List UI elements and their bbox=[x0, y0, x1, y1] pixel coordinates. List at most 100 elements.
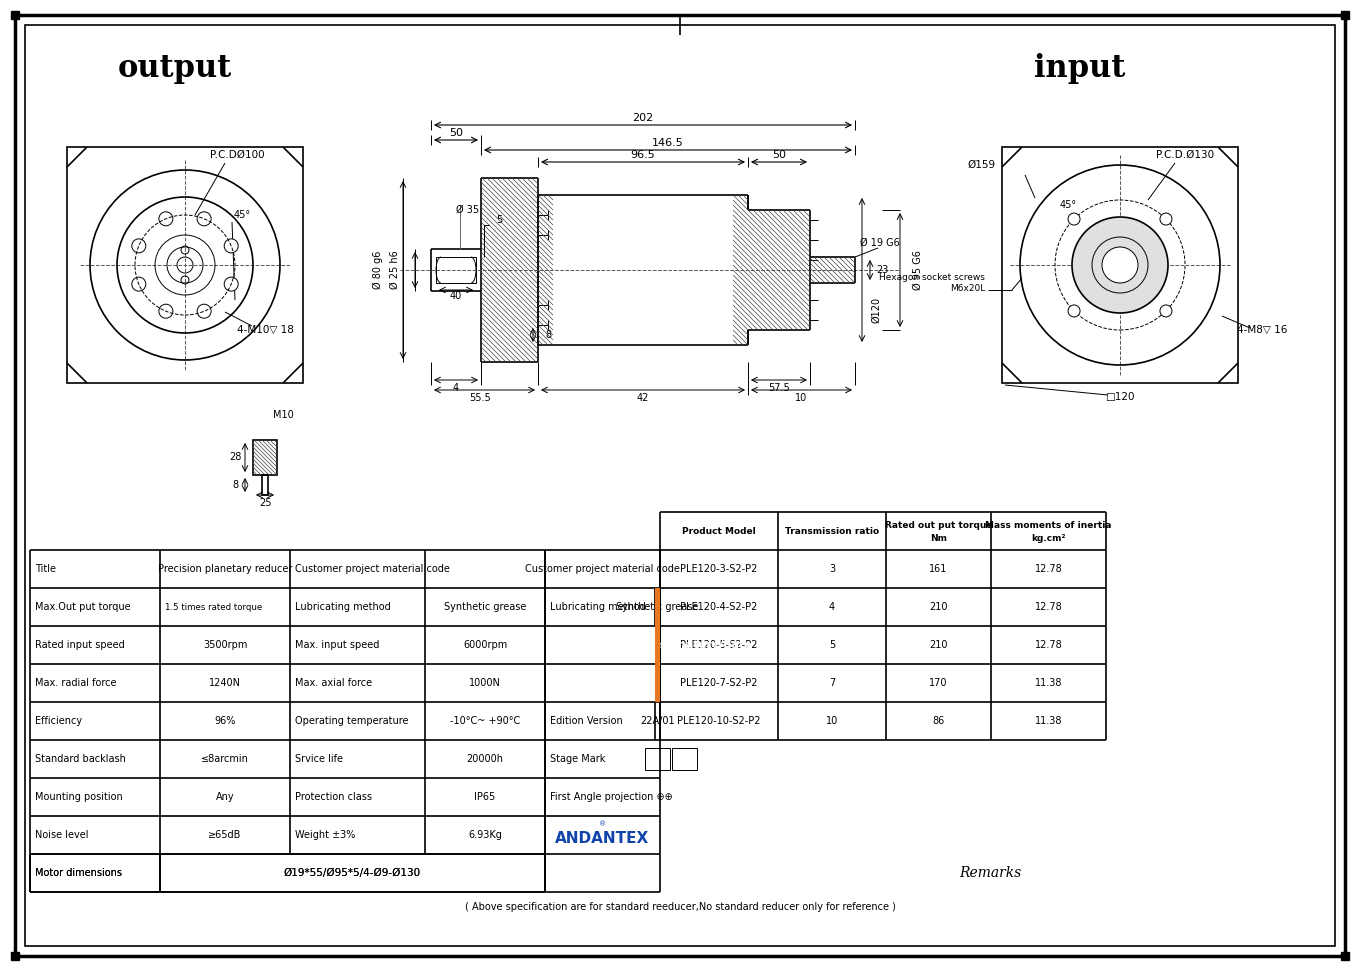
Text: 161: 161 bbox=[929, 564, 948, 574]
Text: P.C.DØ100: P.C.DØ100 bbox=[209, 150, 264, 160]
Text: 202: 202 bbox=[632, 113, 654, 123]
Text: 1240N: 1240N bbox=[209, 678, 241, 688]
Text: PLE120-3-S2-P2: PLE120-3-S2-P2 bbox=[680, 564, 758, 574]
Text: Ø 80 g6: Ø 80 g6 bbox=[373, 251, 384, 289]
Circle shape bbox=[1072, 217, 1168, 313]
Text: Nm: Nm bbox=[930, 533, 947, 543]
Circle shape bbox=[1160, 305, 1172, 317]
Text: 86: 86 bbox=[933, 716, 945, 726]
Text: 4-M8▽ 16: 4-M8▽ 16 bbox=[1236, 325, 1287, 335]
Text: 10: 10 bbox=[826, 716, 838, 726]
Text: 3500rpm: 3500rpm bbox=[203, 640, 248, 650]
Circle shape bbox=[197, 304, 211, 318]
Text: Motor dimensions: Motor dimensions bbox=[35, 868, 122, 878]
Text: Mounting position: Mounting position bbox=[35, 792, 122, 802]
Text: Stage Mark: Stage Mark bbox=[549, 754, 605, 764]
Text: Ø19*55/Ø95*5/4-Ø9-Ø130: Ø19*55/Ø95*5/4-Ø9-Ø130 bbox=[284, 868, 422, 878]
Text: Precision planetary reducer: Precision planetary reducer bbox=[158, 564, 292, 574]
Text: Please confirm signature/date: Please confirm signature/date bbox=[563, 640, 752, 650]
Text: 57.5: 57.5 bbox=[768, 383, 790, 393]
Text: 8: 8 bbox=[233, 480, 238, 490]
Text: 5: 5 bbox=[828, 640, 835, 650]
Text: 4: 4 bbox=[830, 602, 835, 612]
Text: Edition Version: Edition Version bbox=[549, 716, 623, 726]
Text: 10: 10 bbox=[794, 393, 806, 403]
Text: ANDANTEX: ANDANTEX bbox=[555, 830, 650, 846]
Text: Remarks: Remarks bbox=[959, 866, 1021, 880]
Bar bbox=[1002, 147, 1238, 383]
Text: Protection class: Protection class bbox=[295, 792, 373, 802]
Text: 96%: 96% bbox=[215, 716, 235, 726]
Text: 22A/01: 22A/01 bbox=[641, 716, 675, 726]
Text: Efficiency: Efficiency bbox=[35, 716, 82, 726]
Bar bbox=[672, 748, 696, 770]
Text: 146.5: 146.5 bbox=[653, 138, 684, 148]
Text: Ø 95 G6: Ø 95 G6 bbox=[913, 251, 923, 290]
Bar bbox=[645, 748, 670, 770]
Bar bbox=[437, 257, 476, 283]
Text: Operating temperature: Operating temperature bbox=[295, 716, 408, 726]
Text: ≥65dB: ≥65dB bbox=[208, 830, 242, 840]
Text: Product Model: Product Model bbox=[683, 526, 756, 535]
Text: Lubricating method: Lubricating method bbox=[295, 602, 390, 612]
Text: output: output bbox=[118, 52, 233, 84]
Text: input: input bbox=[1035, 52, 1126, 84]
Text: 96.5: 96.5 bbox=[631, 150, 656, 160]
Text: Transmission ratio: Transmission ratio bbox=[785, 526, 879, 535]
Text: 23: 23 bbox=[876, 265, 888, 275]
Text: 28: 28 bbox=[228, 452, 241, 462]
Text: Rated out put torque: Rated out put torque bbox=[885, 520, 993, 529]
Text: 8: 8 bbox=[545, 330, 551, 340]
Text: 50: 50 bbox=[772, 150, 786, 160]
Text: 6000rpm: 6000rpm bbox=[462, 640, 507, 650]
Text: Lubricating method: Lubricating method bbox=[549, 602, 646, 612]
Text: Max. radial force: Max. radial force bbox=[35, 678, 117, 688]
Bar bbox=[160, 855, 544, 891]
Text: M10: M10 bbox=[272, 410, 294, 420]
Circle shape bbox=[1102, 247, 1138, 283]
Text: 6.93Kg: 6.93Kg bbox=[468, 830, 502, 840]
Text: 5: 5 bbox=[496, 215, 502, 225]
Circle shape bbox=[224, 239, 238, 252]
Text: Motor dimensions: Motor dimensions bbox=[35, 868, 122, 878]
Circle shape bbox=[224, 277, 238, 291]
Text: 45°: 45° bbox=[234, 210, 250, 220]
Text: Title: Title bbox=[35, 564, 56, 574]
Text: 4-M10▽ 18: 4-M10▽ 18 bbox=[237, 325, 294, 335]
Text: 4: 4 bbox=[453, 383, 460, 393]
Text: ®: ® bbox=[598, 821, 607, 827]
Text: Noise level: Noise level bbox=[35, 830, 88, 840]
Text: Ø 25 h6: Ø 25 h6 bbox=[390, 251, 400, 289]
Text: 50: 50 bbox=[449, 128, 462, 138]
Text: 55.5: 55.5 bbox=[469, 393, 491, 403]
Text: ( Above specification are for standard reeducer,No standard reducer only for ref: ( Above specification are for standard r… bbox=[465, 902, 895, 912]
Text: Standard backlash: Standard backlash bbox=[35, 754, 126, 764]
Text: 210: 210 bbox=[929, 640, 948, 650]
Text: Srvice life: Srvice life bbox=[295, 754, 343, 764]
Text: Rated input speed: Rated input speed bbox=[35, 640, 125, 650]
Text: IP65: IP65 bbox=[475, 792, 495, 802]
Text: 7: 7 bbox=[828, 678, 835, 688]
Text: ≤8arcmin: ≤8arcmin bbox=[201, 754, 249, 764]
Text: Hexagon socket screws
M6x20L: Hexagon socket screws M6x20L bbox=[879, 273, 985, 292]
Circle shape bbox=[1068, 213, 1080, 225]
Bar bbox=[656, 588, 660, 702]
Text: Max. input speed: Max. input speed bbox=[295, 640, 379, 650]
Circle shape bbox=[159, 304, 173, 318]
Text: Any: Any bbox=[216, 792, 234, 802]
Text: 20000h: 20000h bbox=[466, 754, 503, 764]
Bar bbox=[67, 147, 303, 383]
Text: Customer project material code: Customer project material code bbox=[295, 564, 450, 574]
Text: PLE120-4-S2-P2: PLE120-4-S2-P2 bbox=[680, 602, 758, 612]
Circle shape bbox=[1160, 213, 1172, 225]
Text: Synthetic grease: Synthetic grease bbox=[616, 602, 699, 612]
Text: kg.cm²: kg.cm² bbox=[1031, 533, 1066, 543]
Circle shape bbox=[132, 277, 146, 291]
Text: Customer project material code: Customer project material code bbox=[525, 564, 680, 574]
Text: 1000N: 1000N bbox=[469, 678, 500, 688]
Text: PLE120-10-S2-P2: PLE120-10-S2-P2 bbox=[677, 716, 760, 726]
Text: 1.5 times rated torque: 1.5 times rated torque bbox=[165, 602, 262, 612]
Bar bbox=[253, 440, 277, 475]
Text: 11.38: 11.38 bbox=[1035, 678, 1062, 688]
Text: Synthetic grease: Synthetic grease bbox=[443, 602, 526, 612]
